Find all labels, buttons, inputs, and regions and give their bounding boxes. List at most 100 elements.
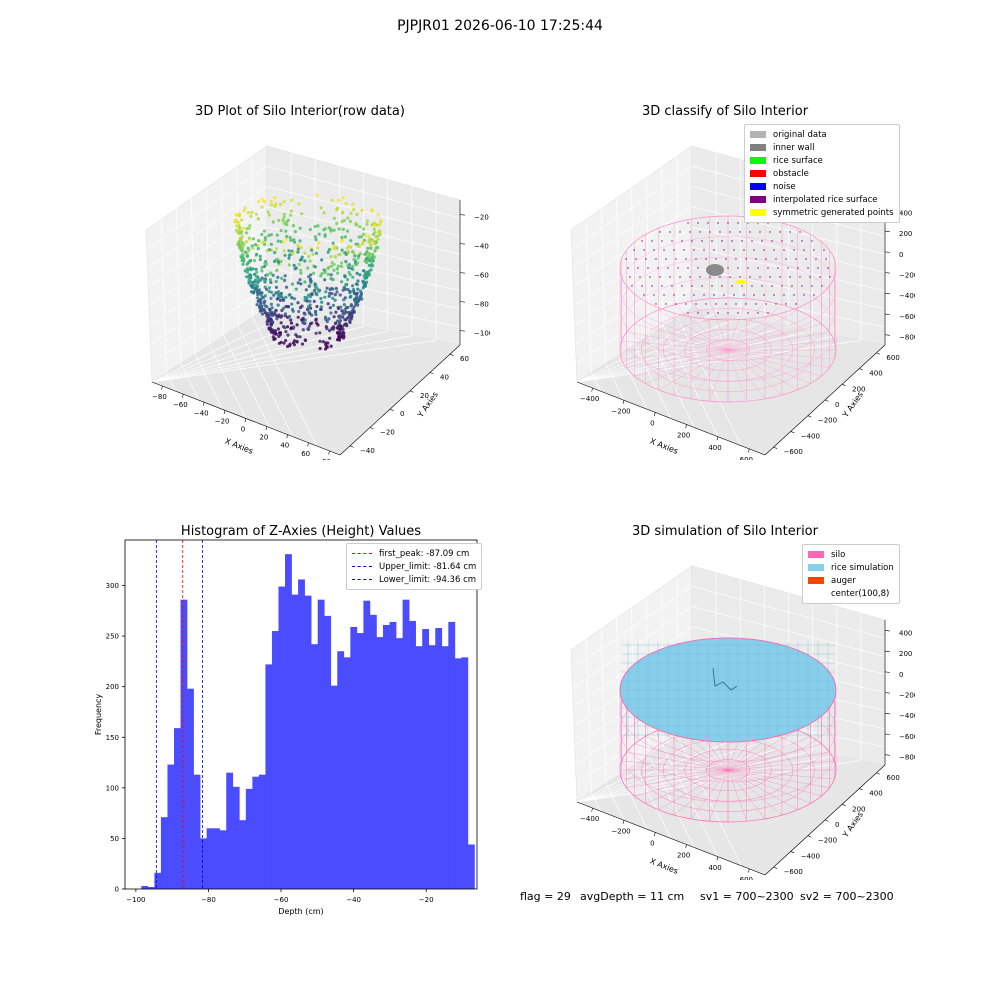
raw-data-point bbox=[245, 270, 250, 274]
grid-line bbox=[572, 186, 693, 269]
raw-data-point bbox=[340, 264, 344, 268]
avg-depth-readout: avgDepth = 11 cm bbox=[580, 890, 685, 903]
histogram-bar bbox=[311, 644, 318, 889]
raw-data-point bbox=[354, 242, 358, 246]
raw-data-point bbox=[279, 321, 283, 325]
interpolated-surface-point bbox=[715, 258, 717, 260]
interpolated-surface-point bbox=[783, 294, 785, 296]
raw-data-point bbox=[333, 255, 337, 259]
raw-data-point bbox=[318, 331, 322, 335]
raw-data-point bbox=[352, 305, 356, 309]
interpolated-surface-point bbox=[709, 231, 711, 233]
raw-data-point bbox=[346, 263, 350, 267]
raw-data-point bbox=[307, 275, 311, 279]
interpolated-surface-point bbox=[787, 267, 789, 269]
interpolated-surface-point bbox=[717, 222, 719, 224]
silo-floor-spoke bbox=[727, 349, 830, 368]
z-tick bbox=[459, 301, 465, 303]
silo-floor-spoke bbox=[645, 349, 729, 384]
interpolated-surface-point bbox=[643, 249, 645, 251]
interpolated-surface-point bbox=[719, 276, 721, 278]
silo-floor-spoke bbox=[727, 332, 830, 351]
raw-data-point bbox=[289, 213, 293, 217]
y-tick-label: 0 bbox=[400, 410, 404, 418]
interpolated-surface-point bbox=[671, 240, 673, 242]
raw-data-point bbox=[349, 245, 353, 249]
raw-data-point bbox=[325, 286, 329, 290]
silo-floor-spoke bbox=[727, 769, 798, 810]
raw-data-point bbox=[341, 288, 345, 292]
raw-data-point bbox=[269, 199, 273, 203]
silo-floor-spoke bbox=[727, 349, 811, 384]
raw-data-point bbox=[249, 268, 253, 272]
y-tick bbox=[859, 368, 863, 371]
histogram-bar bbox=[258, 774, 266, 889]
x-tick bbox=[181, 394, 184, 398]
raw-data-point bbox=[314, 285, 318, 290]
z-tick-label: −100 bbox=[474, 330, 490, 338]
raw-data-point bbox=[295, 323, 299, 327]
legend-label: noise bbox=[773, 181, 796, 192]
raw-data-point bbox=[363, 259, 367, 263]
raw-data-point bbox=[330, 277, 334, 281]
z-tick-label: −40 bbox=[474, 243, 489, 251]
interpolated-surface-point bbox=[659, 231, 661, 233]
raw-data-point bbox=[286, 344, 290, 348]
silo-floor-spoke bbox=[727, 769, 822, 797]
raw-data-point bbox=[363, 233, 368, 237]
raw-data-point bbox=[265, 322, 269, 326]
interpolated-surface-point bbox=[679, 231, 681, 233]
x-tick-label: 0 bbox=[650, 419, 654, 427]
raw-data-point bbox=[269, 302, 273, 306]
interpolated-surface-point bbox=[773, 294, 775, 296]
y-tick-label: 400 bbox=[869, 370, 882, 378]
raw-data-point bbox=[313, 265, 317, 269]
raw-data-point bbox=[331, 296, 335, 300]
raw-data-point bbox=[277, 331, 282, 335]
interpolated-surface-point bbox=[701, 285, 703, 287]
silo-floor-spoke bbox=[727, 769, 811, 804]
interpolated-surface-point bbox=[653, 294, 655, 296]
raw-data-point bbox=[271, 273, 275, 277]
interpolated-surface-point bbox=[817, 267, 819, 269]
interpolated-surface-point bbox=[681, 285, 683, 287]
raw-data-point bbox=[328, 287, 332, 292]
silo-top-rim-front bbox=[619, 637, 837, 743]
raw-data-point bbox=[287, 314, 292, 319]
raw-data-point bbox=[262, 308, 266, 312]
raw-data-point bbox=[324, 341, 328, 345]
y-tick-label: −20 bbox=[380, 429, 395, 437]
interpolated-surface-point bbox=[683, 294, 685, 296]
raw-data-point bbox=[284, 295, 288, 299]
raw-data-point bbox=[334, 321, 338, 325]
interpolated-surface-point bbox=[733, 294, 735, 296]
interpolated-surface-point bbox=[641, 285, 643, 287]
grid-line bbox=[576, 760, 861, 803]
raw-data-point bbox=[351, 264, 355, 268]
raw-data-point bbox=[336, 319, 340, 323]
grid-line bbox=[252, 317, 317, 447]
interpolated-surface-point bbox=[685, 258, 687, 260]
raw-data-point bbox=[311, 252, 315, 256]
grid-line bbox=[209, 344, 247, 419]
raw-data-point bbox=[307, 284, 311, 288]
legend-entry: Upper_limit: -81.64 cm bbox=[352, 560, 476, 573]
z-tick bbox=[884, 692, 890, 694]
raw-data-point bbox=[276, 290, 280, 294]
grid-line bbox=[151, 340, 436, 383]
histogram-bar bbox=[298, 579, 305, 889]
raw-data-point bbox=[268, 278, 272, 282]
silo-floor-spoke bbox=[727, 769, 835, 780]
raw-data-point bbox=[273, 337, 277, 341]
raw-data-point bbox=[303, 295, 307, 299]
silo-wall-ring bbox=[619, 236, 837, 341]
interpolated-surface-point bbox=[779, 276, 781, 278]
silo-wall-ring bbox=[619, 277, 837, 382]
raw-data-point bbox=[342, 334, 346, 338]
grid-line bbox=[151, 326, 364, 383]
interpolated-surface-point bbox=[629, 276, 631, 278]
interpolated-surface-point bbox=[769, 231, 771, 233]
raw-data-point bbox=[340, 280, 344, 284]
raw-data-point bbox=[377, 223, 382, 227]
interpolated-surface-point bbox=[761, 285, 763, 287]
